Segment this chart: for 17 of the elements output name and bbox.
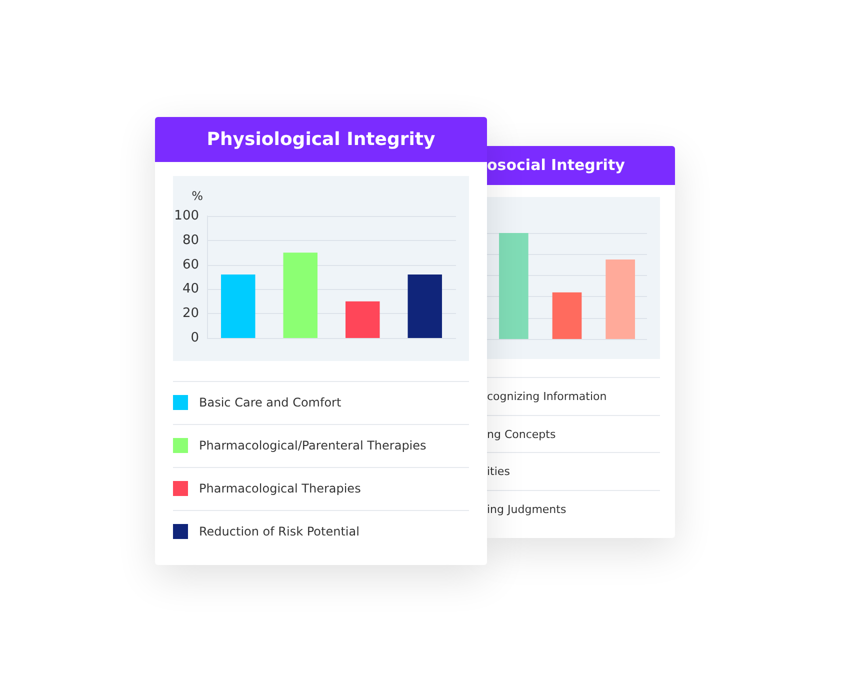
y-tick-label: 40	[182, 282, 199, 297]
legend-label: Pharmacological Therapies	[199, 482, 361, 496]
y-tick-label: 60	[182, 257, 199, 272]
chart-title: osocial Integrity	[487, 146, 675, 185]
y-tick-label: 0	[190, 330, 199, 346]
y-tick-label: 80	[182, 232, 199, 248]
y-axis-title: %	[192, 189, 203, 203]
text: cognizing Information	[487, 389, 607, 405]
y-tick-label: 100	[174, 208, 199, 224]
legend-label: Basic Care and Comfort	[199, 396, 342, 410]
y-tick-label: 20	[182, 306, 199, 322]
text: ng Concepts	[487, 426, 556, 443]
text: ing Judgments	[487, 502, 566, 518]
legend-label: Reduction of Risk Potential	[199, 524, 360, 538]
chart-title: Physiological Integrity	[155, 117, 487, 162]
legend-label: Pharmacological/Parenteral Therapies	[199, 438, 426, 452]
text: ities	[487, 464, 510, 480]
